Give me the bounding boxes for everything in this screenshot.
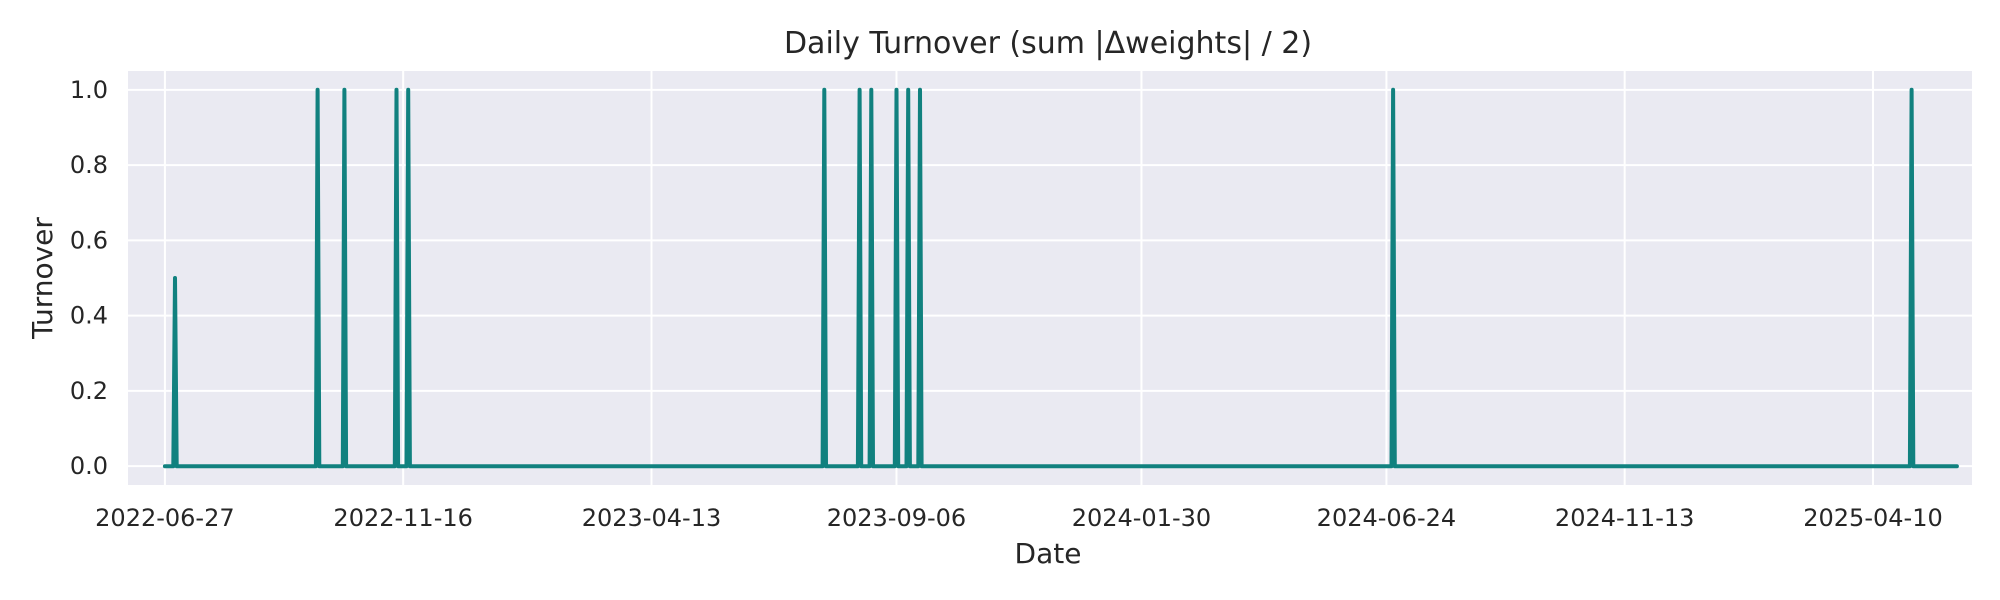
data-point xyxy=(859,89,861,91)
data-point xyxy=(394,465,396,467)
x-tick-label: 2022-06-27 xyxy=(95,504,234,532)
y-tick-label: 0.2 xyxy=(70,377,108,405)
x-tick-label: 2025-04-10 xyxy=(1803,504,1942,532)
data-point xyxy=(343,89,345,91)
x-tick-label: 2023-09-06 xyxy=(827,504,966,532)
data-point xyxy=(172,465,174,467)
data-point xyxy=(917,465,919,467)
data-point xyxy=(909,465,911,467)
data-point xyxy=(921,465,923,467)
data-point xyxy=(869,465,871,467)
data-point xyxy=(907,89,909,91)
y-tick-labels: 0.0 0.2 0.4 0.6 0.8 1.0 xyxy=(70,76,108,480)
data-point xyxy=(345,465,347,467)
data-point xyxy=(1392,89,1394,91)
data-point xyxy=(870,89,872,91)
y-axis-label: Turnover xyxy=(26,217,59,340)
data-point xyxy=(397,465,399,467)
data-point xyxy=(919,89,921,91)
data-point xyxy=(896,89,897,91)
y-tick-label: 0.0 xyxy=(70,452,108,480)
y-tick-label: 0.8 xyxy=(70,151,108,179)
series-group xyxy=(162,87,1959,469)
data-point xyxy=(409,465,411,467)
grid-lines xyxy=(128,71,1972,485)
data-point xyxy=(857,465,859,467)
data-point xyxy=(164,465,166,467)
data-point xyxy=(860,465,862,467)
data-point xyxy=(315,465,317,467)
plot-area xyxy=(128,71,1972,485)
data-point xyxy=(407,89,409,91)
data-point xyxy=(174,277,176,279)
data-point xyxy=(342,465,344,467)
data-point xyxy=(1391,465,1392,467)
x-tick-label: 2024-11-13 xyxy=(1555,504,1694,532)
data-point xyxy=(897,465,899,467)
x-tick-label: 2024-06-24 xyxy=(1317,504,1456,532)
data-point xyxy=(1394,465,1396,467)
data-point xyxy=(823,89,825,91)
data-point xyxy=(872,465,874,467)
y-tick-label: 0.6 xyxy=(70,226,108,254)
data-point xyxy=(1912,465,1914,467)
data-point xyxy=(825,465,827,467)
data-point xyxy=(1909,465,1911,467)
data-point xyxy=(318,465,320,467)
data-point xyxy=(396,89,397,91)
data-point xyxy=(317,89,319,91)
data-point xyxy=(894,465,896,467)
data-point xyxy=(822,465,824,467)
y-tick-label: 1.0 xyxy=(70,76,108,104)
y-tick-label: 0.4 xyxy=(70,302,108,330)
x-tick-label: 2022-11-16 xyxy=(333,504,472,532)
chart-title: Daily Turnover (sum |Δweights| / 2) xyxy=(784,26,1312,61)
data-point xyxy=(1911,89,1913,91)
x-tick-label: 2024-01-30 xyxy=(1072,504,1211,532)
x-tick-label: 2023-04-13 xyxy=(582,504,721,532)
x-axis-label: Date xyxy=(1015,537,1082,570)
data-point xyxy=(906,465,907,467)
x-tick-labels: 2022-06-27 2022-11-16 2023-04-13 2023-09-06… xyxy=(95,504,1943,532)
data-point xyxy=(406,465,407,467)
data-point xyxy=(1956,465,1958,467)
data-point xyxy=(176,465,178,467)
